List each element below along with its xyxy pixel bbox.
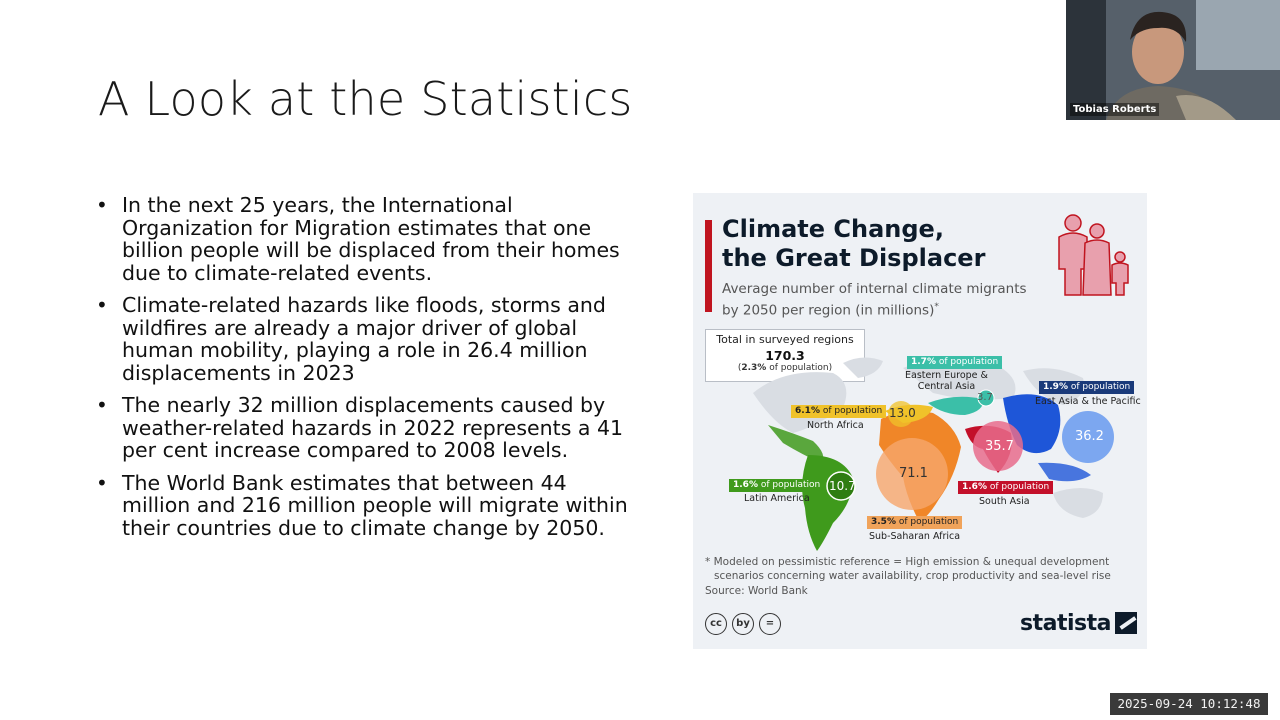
subtitle-line: Average number of internal climate migra… bbox=[722, 281, 1027, 297]
region-label-sub-saharan-africa: Sub-Saharan Africa bbox=[869, 531, 961, 542]
attribution-icon: by bbox=[732, 613, 754, 635]
statista-logo: statista bbox=[1020, 609, 1137, 637]
region-label-north-africa: North Africa bbox=[807, 420, 864, 431]
family-icon bbox=[1058, 214, 1129, 296]
region-label-south-asia: South Asia bbox=[979, 496, 1030, 507]
total-label: Total in surveyed regions bbox=[716, 333, 854, 346]
region-label-eastern-europe: Eastern Europe & Central Asia bbox=[905, 370, 988, 392]
footnote-line: scenarios concerning water availability,… bbox=[714, 570, 1111, 582]
value-latin-america: 10.7 bbox=[829, 479, 856, 493]
share-tag-latin-america: 1.6% of population bbox=[729, 479, 825, 492]
title-line: the Great Displacer bbox=[722, 244, 986, 272]
infographic-title: Climate Change, the Great Displacer bbox=[722, 215, 1022, 273]
share-tag-east-asia: 1.9% of population bbox=[1039, 381, 1135, 394]
region-label-latin-america: Latin America bbox=[744, 493, 810, 504]
total-value: 170.3 bbox=[765, 348, 805, 363]
footnote: * Modeled on pessimistic reference = Hig… bbox=[705, 555, 1135, 583]
video-feed bbox=[1066, 0, 1280, 120]
share-tag-sub-saharan-africa: 3.5% of population bbox=[867, 516, 963, 529]
bullet-item: The nearly 32 million displacements caus… bbox=[96, 394, 636, 462]
bubble-eastern-europe bbox=[977, 389, 995, 407]
no-derivatives-icon: = bbox=[759, 613, 781, 635]
value-east-asia: 36.2 bbox=[1075, 429, 1104, 444]
footnote-line: * Modeled on pessimistic reference = Hig… bbox=[705, 556, 1110, 568]
value-eastern-europe: 3.7 bbox=[977, 392, 993, 403]
recording-timestamp: 2025-09-24 10:12:48 bbox=[1110, 693, 1268, 715]
bullet-list: In the next 25 years, the International … bbox=[96, 194, 636, 549]
slide-title: A Look at the Statistics bbox=[98, 72, 633, 126]
bubble-south-asia bbox=[973, 421, 1023, 471]
bubble-east-asia bbox=[1062, 411, 1114, 463]
subtitle-line: by 2050 per region (in millions)* bbox=[722, 302, 939, 319]
bullet-item: In the next 25 years, the International … bbox=[96, 194, 636, 284]
bubble-sub-saharan-africa bbox=[876, 438, 948, 510]
total-box: Total in surveyed regions 170.3 (2.3% of… bbox=[705, 329, 865, 382]
value-sub-saharan-africa: 71.1 bbox=[899, 466, 928, 481]
license-icons: cc by = bbox=[705, 613, 785, 637]
participant-name: Tobias Roberts bbox=[1070, 103, 1160, 116]
brand-name: statista bbox=[1020, 610, 1111, 636]
value-north-africa: 13.0 bbox=[889, 406, 916, 420]
bullet-item: Climate-related hazards like floods, sto… bbox=[96, 294, 636, 384]
share-tag-south-asia: 1.6% of population bbox=[958, 481, 1054, 494]
share-tag-eastern-europe: 1.7% of population bbox=[907, 356, 1003, 369]
total-share: (2.3% of population) bbox=[737, 363, 833, 373]
infographic-subtitle: Average number of internal climate migra… bbox=[722, 280, 1052, 320]
value-south-asia: 35.7 bbox=[985, 439, 1014, 454]
title-line: Climate Change, bbox=[722, 215, 944, 243]
footnote-mark: * bbox=[934, 302, 939, 312]
share-tag-north-africa: 6.1% of population bbox=[791, 405, 887, 418]
participant-video-tile[interactable]: Tobias Roberts bbox=[1066, 0, 1280, 120]
region-label-east-asia: East Asia & the Pacific bbox=[1035, 396, 1141, 407]
statista-mark-icon bbox=[1114, 612, 1137, 634]
source-text: Source: World Bank bbox=[705, 585, 808, 597]
bubble-north-africa bbox=[888, 401, 914, 427]
title-accent-bar bbox=[705, 220, 712, 312]
bullet-item: The World Bank estimates that between 44… bbox=[96, 471, 636, 540]
creative-commons-icon: cc bbox=[705, 613, 727, 635]
climate-infographic: Climate Change, the Great Displacer Aver… bbox=[693, 193, 1147, 649]
bubble-latin-america bbox=[826, 471, 856, 501]
